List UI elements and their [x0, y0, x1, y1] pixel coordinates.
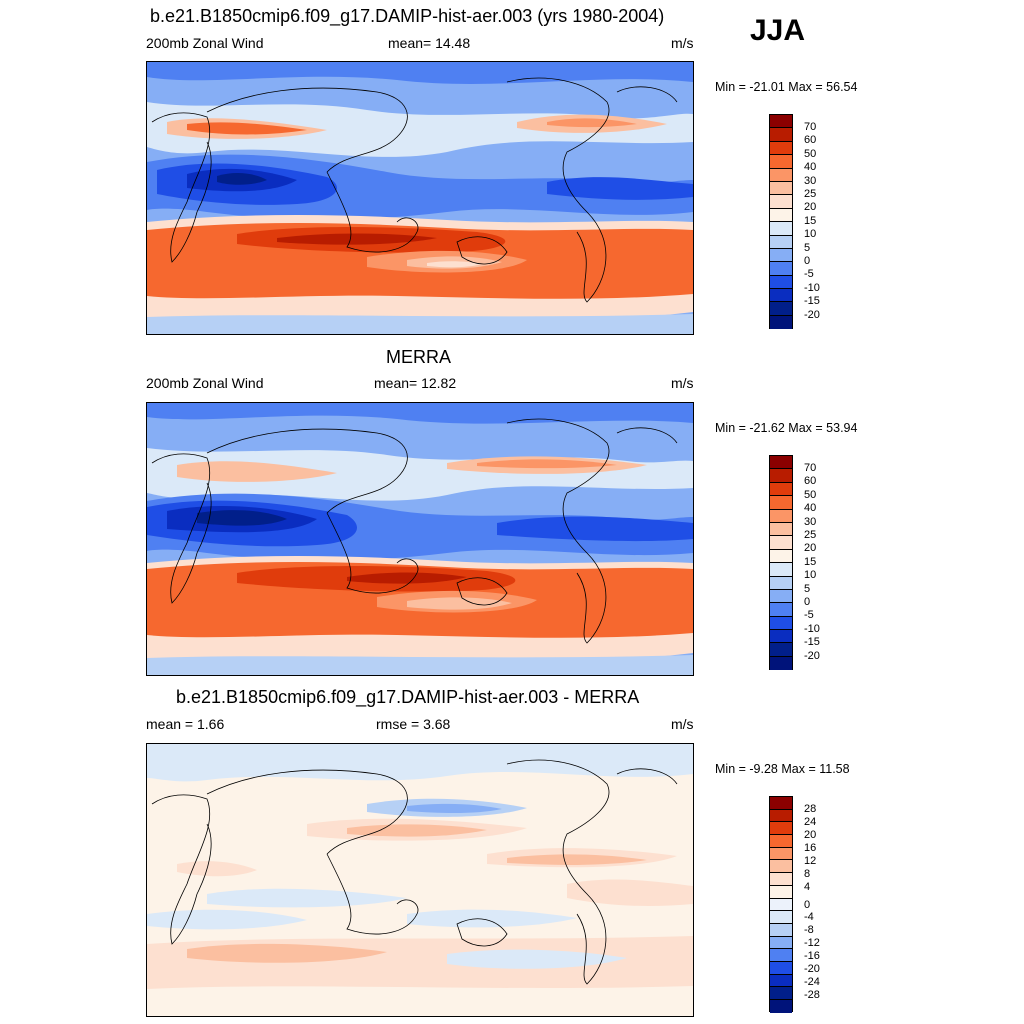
colorbar	[769, 455, 793, 671]
colorbar-tick: 25	[804, 529, 817, 541]
colorbar-tick: 0	[804, 899, 811, 911]
colorbar	[769, 114, 793, 330]
contour-map	[146, 402, 694, 676]
colorbar-tick: 40	[804, 502, 817, 515]
colorbar-tick: -28	[804, 989, 820, 1001]
colorbar-tick: -20	[804, 308, 820, 321]
colorbar-tick: -8	[804, 924, 814, 936]
colorbar-tick: 12	[804, 855, 817, 867]
colorbar-tick: 15	[804, 555, 817, 568]
min-max-label: Min = -9.28 Max = 11.58	[715, 762, 850, 776]
colorbar	[769, 796, 793, 1013]
min-max-label: Min = -21.62 Max = 53.94	[715, 421, 858, 435]
units-label: m/s	[671, 35, 694, 51]
colorbar-tick: -10	[804, 281, 820, 294]
colorbar-tick: -24	[804, 976, 820, 988]
colorbar-tick: 8	[804, 868, 811, 880]
colorbar-tick: 0	[804, 255, 811, 267]
colorbar-tick: 16	[804, 842, 817, 854]
colorbar-tick: 20	[804, 542, 817, 555]
colorbar-tick: 24	[804, 816, 817, 828]
variable-label: 200mb Zonal Wind	[146, 375, 264, 391]
colorbar-tick: 50	[804, 488, 817, 501]
season-label: JJA	[750, 14, 806, 47]
panel-title: b.e21.B1850cmip6.f09_g17.DAMIP-hist-aer.…	[176, 687, 640, 707]
colorbar-tick: 50	[804, 147, 817, 160]
colorbar-tick: 0	[804, 596, 811, 608]
colorbar-tick: 70	[804, 462, 817, 474]
colorbar-tick: 40	[804, 161, 817, 174]
panel-title: b.e21.B1850cmip6.f09_g17.DAMIP-hist-aer.…	[150, 6, 665, 26]
colorbar-tick: 5	[804, 582, 811, 595]
colorbar-tick: 70	[804, 121, 817, 133]
colorbar-tick: -20	[804, 963, 820, 975]
mean-label: mean = 1.66	[146, 716, 225, 732]
colorbar-tick: -15	[804, 636, 820, 649]
colorbar-tick: 4	[804, 881, 811, 893]
mean-label: mean= 14.48	[388, 35, 471, 51]
variable-label: 200mb Zonal Wind	[146, 35, 264, 51]
colorbar-tick: 25	[804, 188, 817, 200]
units-label: m/s	[671, 716, 694, 732]
colorbar-tick: 10	[804, 569, 817, 582]
colorbar-tick: -10	[804, 622, 820, 635]
min-max-label: Min = -21.01 Max = 56.54	[715, 80, 858, 94]
rmse-label: rmse = 3.68	[376, 716, 451, 732]
contour-map	[146, 743, 694, 1017]
contour-map	[146, 61, 694, 335]
colorbar-tick: -4	[804, 911, 814, 923]
colorbar-tick: -12	[804, 937, 820, 949]
units-label: m/s	[671, 375, 694, 391]
panel-title: MERRA	[386, 347, 452, 367]
colorbar-tick: 60	[804, 475, 817, 488]
colorbar-tick: -5	[804, 609, 814, 622]
colorbar-tick: 30	[804, 515, 817, 528]
colorbar-tick: -15	[804, 295, 820, 308]
mean-label: mean= 12.82	[374, 375, 457, 391]
colorbar-tick: 5	[804, 241, 811, 254]
colorbar-tick: 15	[804, 214, 817, 227]
colorbar-tick: 28	[804, 803, 817, 815]
colorbar-tick: 60	[804, 134, 817, 147]
colorbar-tick: -5	[804, 268, 814, 281]
colorbar-tick: 30	[804, 174, 817, 187]
colorbar-tick: -20	[804, 649, 820, 662]
colorbar-tick: -16	[804, 950, 820, 962]
colorbar-tick: 20	[804, 201, 817, 214]
colorbar-tick: 20	[804, 829, 817, 841]
colorbar-tick: 10	[804, 228, 817, 241]
